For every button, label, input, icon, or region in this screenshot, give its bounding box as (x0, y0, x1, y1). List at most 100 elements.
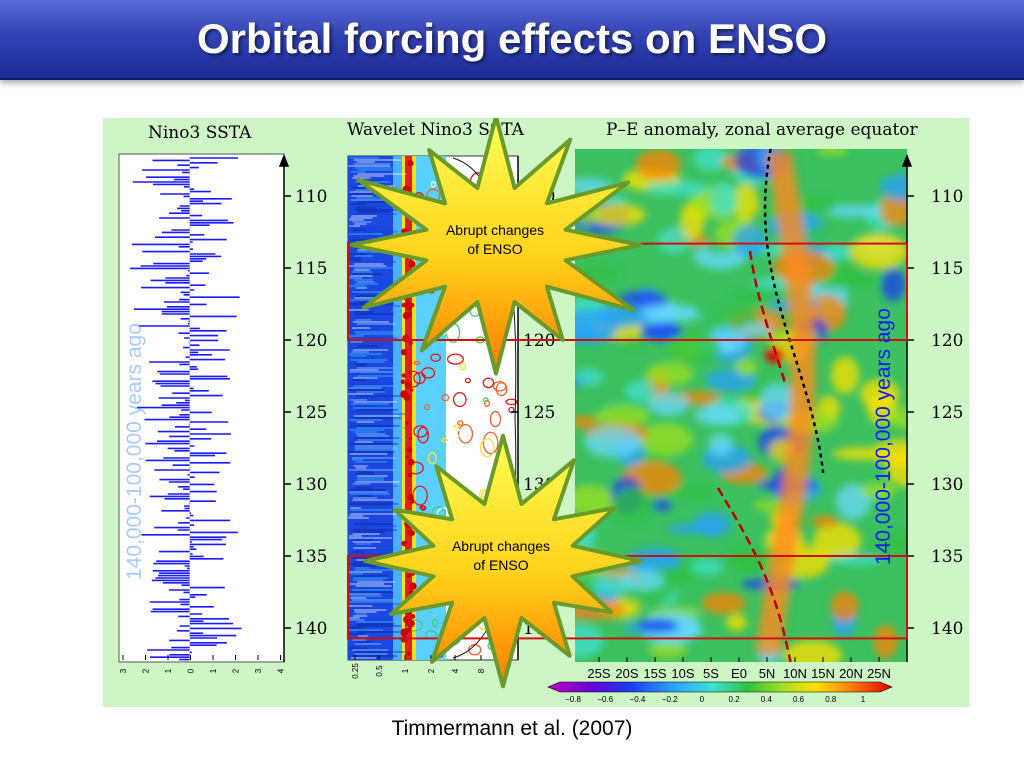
pe-itcz-curve-black (763, 148, 825, 474)
pe-field-cell (807, 226, 828, 238)
wavelet-red-spot (409, 582, 417, 591)
nino3-panel: 110 115 120 125 130 135 140 3 2 1 0 1 2 3 4 (118, 153, 327, 673)
pe-x-tick-label: 15N (811, 666, 835, 681)
pe-field-cell (575, 415, 598, 428)
wavelet-contour (417, 426, 429, 444)
wavelet-contour (482, 397, 489, 403)
pe-field-cell (872, 439, 907, 466)
slide-title: Orbital forcing effects on ENSO (196, 15, 828, 62)
pe-field-cell (859, 482, 897, 499)
wavelet-contour (413, 360, 421, 366)
nino3-x-tick-label: 1 (209, 668, 218, 673)
pe-field-cell (612, 487, 655, 524)
pe-colorbar-tick-label: 0.8 (825, 695, 837, 704)
pe-y-axis: 110 115 120 125 130 135 140 (901, 153, 963, 662)
nino3-y-tick-label: 120 (295, 331, 327, 351)
wavelet-red-spot (408, 340, 413, 345)
pe-field-cell (693, 406, 740, 426)
wavelet-contour (413, 425, 428, 438)
pe-field-cell (710, 182, 737, 216)
pe-x-tick-label: 25N (867, 666, 891, 681)
wavelet-red-spot (407, 472, 413, 478)
nino3-anomaly-trace (130, 157, 242, 661)
wavelet-x-tick-label: 1 (401, 668, 410, 673)
pe-field-cell (640, 303, 697, 316)
pe-field-cell (708, 433, 733, 456)
wavelet-red-spot (410, 499, 415, 504)
pe-x-tick-label: 5S (703, 666, 719, 681)
pe-field-cell (638, 423, 694, 456)
wavelet-band-red (405, 156, 412, 660)
panel-title-pe: P–E anomaly, zonal average equator (606, 120, 918, 140)
pe-field-cell (816, 149, 848, 156)
pe-colorbar: −0.8 −0.6 −0.4 −0.2 0 0.2 0.4 0.6 0.8 1 (547, 681, 893, 704)
pe-field-cell (646, 181, 710, 196)
pe-colorbar-tick-label: 0 (700, 695, 705, 704)
panel-title-nino3: Nino3 SSTA (148, 123, 252, 143)
pe-colorbar-tick-label: 1 (861, 695, 866, 704)
pe-x-tick-label: 5N (759, 666, 776, 681)
wavelet-red-spot (403, 394, 411, 401)
pe-field-cell (589, 203, 646, 226)
right-vertical-note: 140,000-100,000 years ago (872, 308, 895, 565)
pe-colorbar-tick-label: −0.4 (630, 695, 646, 704)
wavelet-red-spot (407, 529, 414, 536)
pe-warm-cell (755, 640, 784, 656)
wavelet-red-spot (405, 455, 410, 459)
star-top-line1: Abrupt changes (446, 222, 544, 238)
pe-x-tick-label: 10S (671, 666, 694, 681)
wavelet-contour (482, 377, 495, 389)
wavelet-contour (445, 427, 462, 438)
pe-field-cell (595, 406, 649, 427)
pe-field-cell (871, 530, 907, 553)
slide-caption: Timmermann et al. (2007) (391, 717, 633, 740)
nino3-x-tick-label: 2 (142, 668, 151, 673)
wavelet-contour (452, 391, 467, 408)
pe-x-tick-label: 25S (587, 666, 610, 681)
nino3-series (130, 157, 242, 661)
pe-y-tick-label: 120 (931, 331, 963, 351)
wavelet-contour (505, 398, 518, 406)
wavelet-red-spot (407, 160, 414, 167)
wavelet-contour (406, 370, 421, 388)
pe-field-cell (810, 515, 838, 528)
pe-field-cell (726, 613, 747, 632)
nino3-y-axis: 110 115 120 125 130 135 140 (278, 153, 327, 662)
star-top-line2: of ENSO (467, 241, 522, 257)
wavelet-contour (430, 181, 437, 188)
pe-field-cell (822, 243, 852, 261)
wavelet-red-spot (400, 349, 407, 356)
wavelet-contour (457, 420, 464, 426)
nino3-y-tick-label: 130 (295, 475, 327, 495)
wavelet-contour (459, 362, 467, 371)
wavelet-contour (421, 367, 436, 379)
nino3-y-tick-label: 115 (295, 259, 327, 279)
nino3-y-tick-label: 135 (295, 547, 327, 567)
pe-field-cell (657, 227, 691, 254)
pe-field-cell (783, 640, 842, 662)
wavelet-red-spot (409, 302, 415, 308)
pe-colorbar-tick-label: 0.2 (729, 695, 741, 704)
pe-field-cell (813, 522, 861, 560)
pe-field-cell (637, 618, 678, 632)
pe-y-tick-label: 140 (931, 619, 963, 639)
pe-max-cell (765, 347, 785, 363)
pe-field-cell (621, 569, 665, 591)
nino3-x-tick-label: 0 (187, 668, 196, 673)
pe-field-cell (873, 624, 898, 659)
wavelet-x-tick-label: 2 (427, 668, 436, 673)
wavelet-x-tick-label: 8 (477, 668, 486, 673)
wavelet-red-spot (405, 627, 410, 633)
wavelet-contour (441, 393, 450, 402)
wavelet-contour (479, 438, 495, 458)
star-top-shape (349, 118, 643, 376)
wavelet-red-spot (401, 373, 406, 378)
pe-field-cell (690, 558, 723, 576)
pe-y-tick-label: 115 (931, 259, 963, 279)
nino3-x-tick-label: 3 (119, 668, 128, 673)
wavelet-contour (489, 410, 502, 428)
wavelet-red-spot (406, 574, 411, 578)
pe-y-tick-label: 125 (931, 403, 963, 423)
wavelet-contour (457, 424, 474, 444)
